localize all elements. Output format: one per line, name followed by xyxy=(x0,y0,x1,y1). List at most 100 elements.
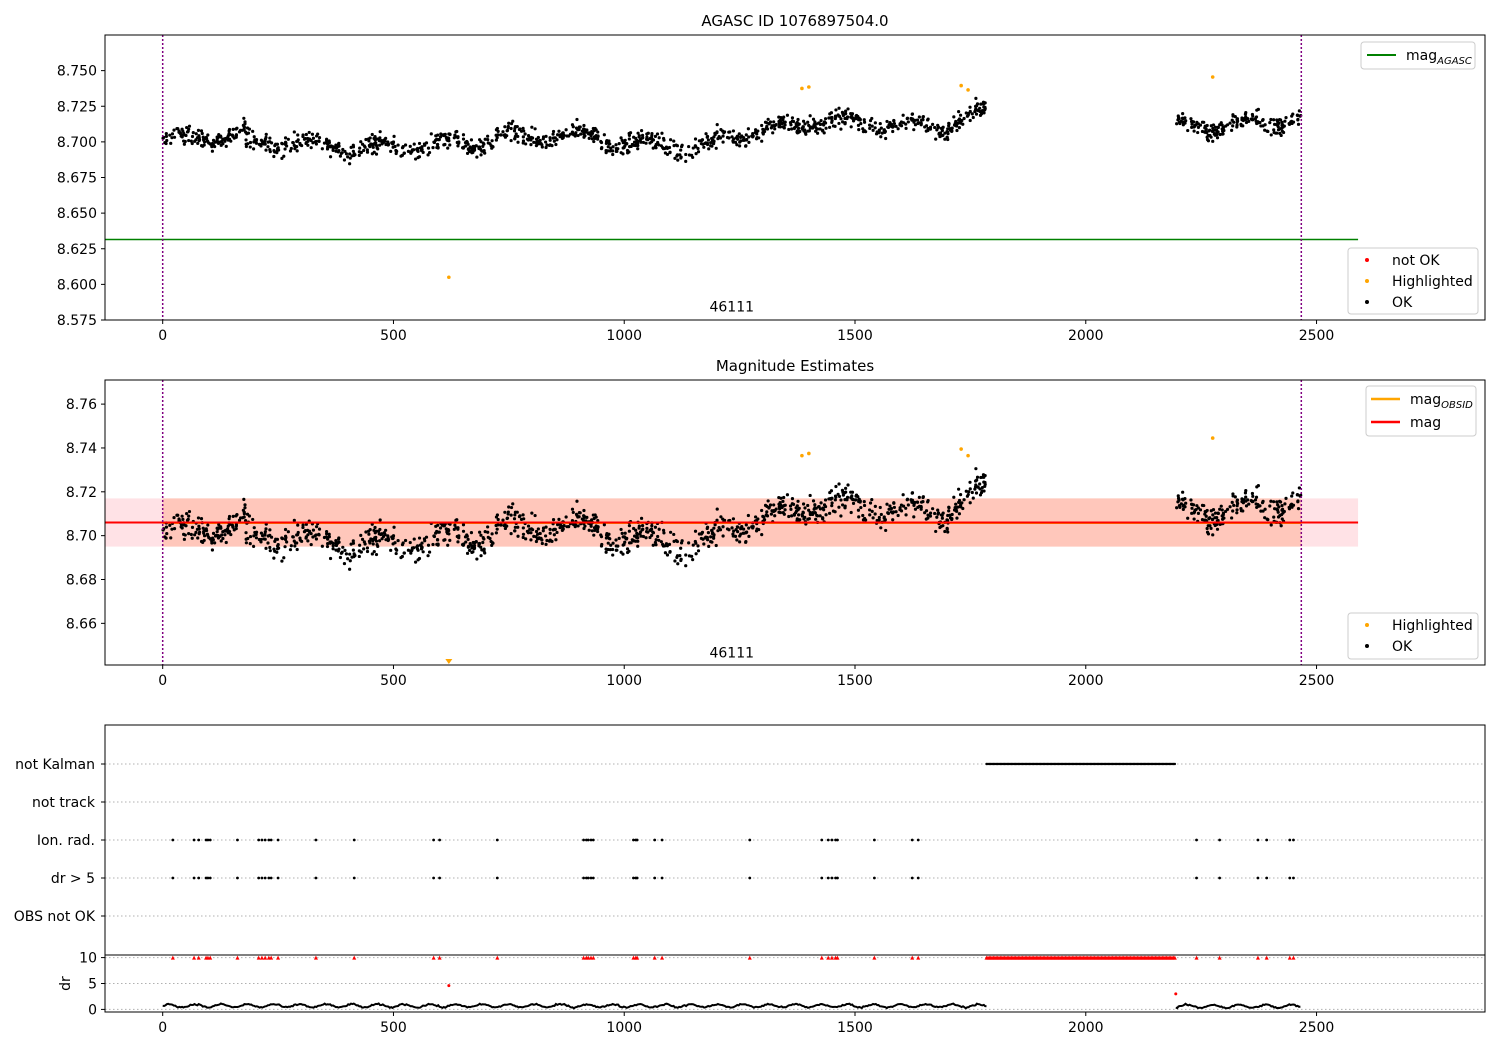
ok-point xyxy=(964,111,968,115)
ok-point xyxy=(310,132,315,136)
ok-point xyxy=(324,141,329,145)
ok-point xyxy=(844,109,848,113)
ok-point xyxy=(843,116,847,121)
ok-point xyxy=(846,483,850,487)
ok-point xyxy=(444,527,448,531)
ok-point xyxy=(580,129,584,133)
ok-point xyxy=(548,138,552,142)
ok-point xyxy=(392,525,396,529)
ok-point xyxy=(707,147,711,151)
ok-point xyxy=(280,141,284,145)
ok-point xyxy=(638,137,643,142)
ok-point xyxy=(1240,497,1244,501)
ok-point xyxy=(715,518,719,522)
ok-point xyxy=(224,540,228,545)
flag-point-dr-gt-5 xyxy=(438,876,442,880)
flag-point-dr-gt-5 xyxy=(582,876,586,880)
ok-point xyxy=(570,130,575,134)
ok-point xyxy=(632,140,637,144)
ok-point xyxy=(810,512,815,517)
ok-point xyxy=(359,533,363,537)
ok-point xyxy=(308,530,312,534)
ok-point xyxy=(1225,123,1230,127)
dr-flag-marker xyxy=(591,955,596,960)
ok-point xyxy=(1277,499,1282,503)
ok-point xyxy=(638,530,643,534)
ok-point xyxy=(254,531,258,536)
ok-point xyxy=(955,128,959,133)
ok-point xyxy=(891,510,896,514)
ok-point xyxy=(213,144,217,149)
ok-point xyxy=(868,126,872,130)
flag-point-dr-gt-5 xyxy=(314,876,318,880)
flag-point-ion-rad xyxy=(1288,838,1292,842)
ok-point xyxy=(767,505,771,510)
ok-point xyxy=(362,547,366,551)
flag-point-dr-gt-5 xyxy=(836,876,839,880)
ok-point xyxy=(268,140,272,144)
flag-point-ion-rad xyxy=(632,838,635,842)
ok-point xyxy=(372,528,376,532)
ok-point xyxy=(226,138,230,142)
ok-point xyxy=(974,112,979,116)
ok-point xyxy=(272,154,276,159)
ok-point xyxy=(765,124,769,129)
ok-point xyxy=(801,119,806,123)
dr-outlier-point xyxy=(1174,992,1178,996)
ok-point xyxy=(506,126,510,130)
ok-point xyxy=(196,128,201,132)
ok-point xyxy=(1284,496,1288,501)
ok-point xyxy=(747,135,751,139)
ok-point xyxy=(163,141,167,145)
ok-point xyxy=(501,518,505,522)
ok-point xyxy=(781,125,785,129)
ok-point xyxy=(1257,504,1261,508)
ok-point xyxy=(1235,511,1239,515)
ok-point xyxy=(483,137,487,141)
ok-point xyxy=(217,133,221,137)
ok-point xyxy=(503,526,508,531)
ok-point xyxy=(357,549,361,553)
x-tick-label: 500 xyxy=(380,328,407,344)
ok-point xyxy=(252,147,256,151)
x-tick-label: 1500 xyxy=(837,1020,873,1036)
ok-point xyxy=(839,498,843,502)
ok-point xyxy=(263,139,267,143)
ok-point xyxy=(958,113,963,117)
ok-point xyxy=(691,155,695,160)
ok-point xyxy=(276,543,280,547)
ok-point xyxy=(172,526,177,531)
ok-point xyxy=(742,138,746,142)
ok-point xyxy=(168,133,172,137)
ok-point xyxy=(375,529,379,533)
ok-point xyxy=(614,146,618,151)
ok-point xyxy=(896,513,900,518)
ok-point xyxy=(514,132,518,136)
ok-point xyxy=(413,157,418,161)
ok-point xyxy=(790,116,795,120)
ok-point xyxy=(970,112,974,116)
ok-point xyxy=(348,567,352,571)
ok-point xyxy=(738,540,742,544)
ok-point xyxy=(511,119,515,123)
ok-point xyxy=(833,494,838,498)
ok-point xyxy=(490,532,494,536)
ok-point xyxy=(699,532,703,536)
ok-point xyxy=(801,125,805,129)
ok-point xyxy=(879,135,883,139)
ok-point xyxy=(753,515,758,519)
ok-point xyxy=(282,556,286,560)
ok-point xyxy=(1232,120,1236,124)
ok-point xyxy=(372,150,376,154)
ok-point xyxy=(206,140,210,144)
ok-point xyxy=(694,145,698,149)
ok-point xyxy=(1256,484,1260,488)
ok-point xyxy=(168,523,172,527)
ok-point xyxy=(761,514,765,518)
ok-point xyxy=(475,155,479,159)
ok-point xyxy=(295,149,299,153)
ok-point xyxy=(619,527,623,532)
ok-point xyxy=(277,546,281,550)
ok-point xyxy=(365,549,370,554)
